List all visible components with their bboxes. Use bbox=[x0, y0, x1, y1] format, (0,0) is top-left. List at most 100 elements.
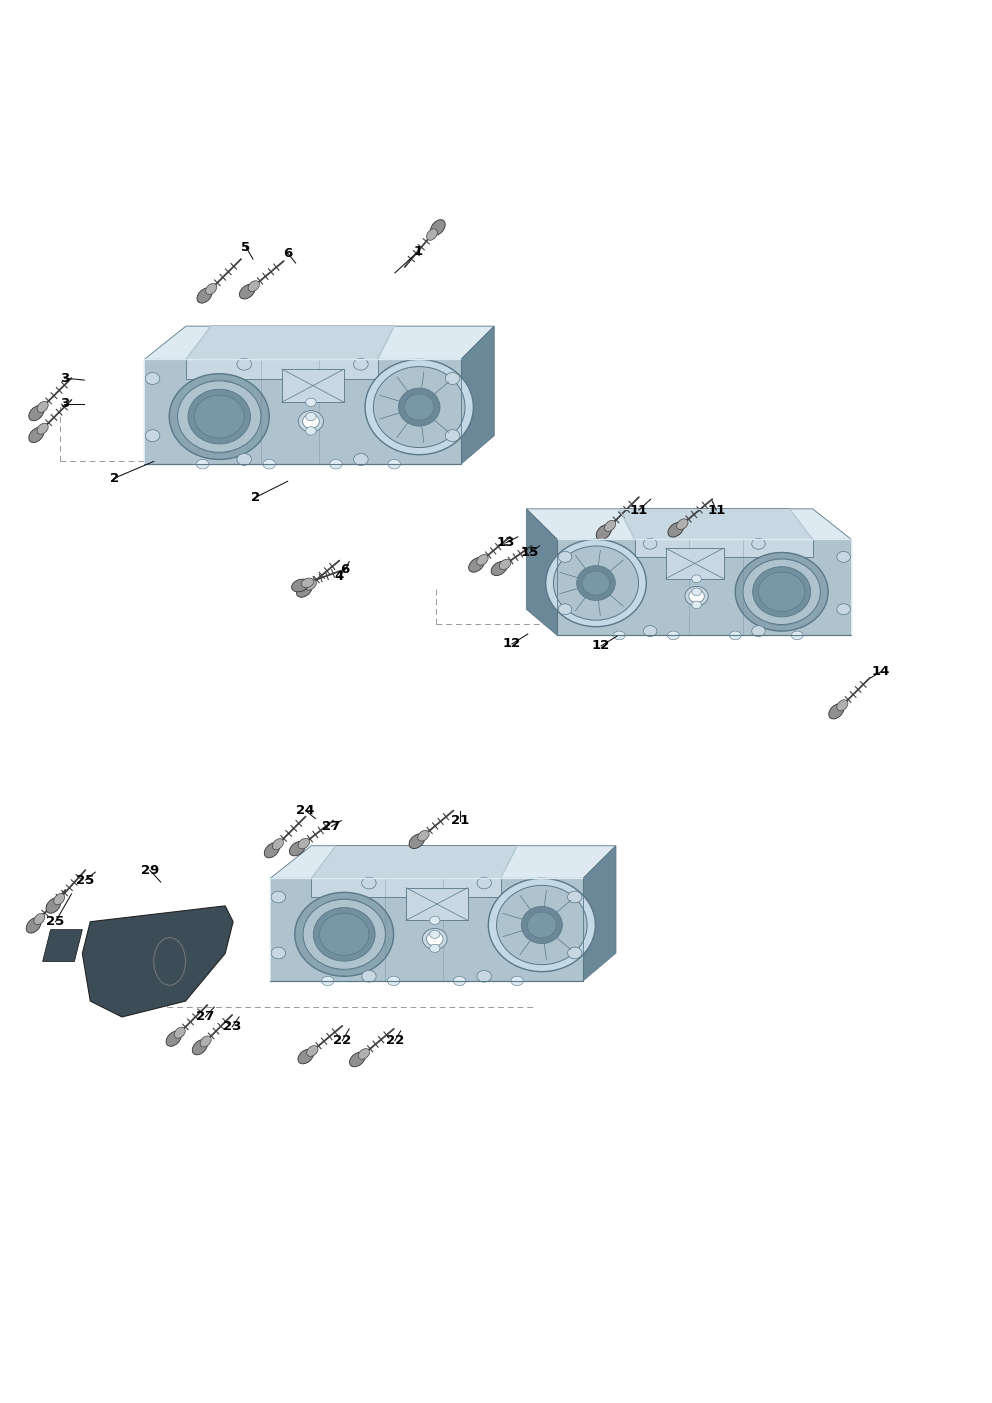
Polygon shape bbox=[619, 509, 812, 539]
Text: 23: 23 bbox=[223, 1020, 241, 1034]
Ellipse shape bbox=[691, 575, 701, 582]
Ellipse shape bbox=[511, 976, 524, 986]
Polygon shape bbox=[666, 549, 723, 578]
Ellipse shape bbox=[399, 389, 440, 427]
Ellipse shape bbox=[688, 589, 704, 603]
Ellipse shape bbox=[205, 283, 216, 295]
Ellipse shape bbox=[295, 892, 394, 976]
Ellipse shape bbox=[668, 522, 683, 537]
Ellipse shape bbox=[477, 877, 491, 890]
Ellipse shape bbox=[319, 913, 369, 955]
Ellipse shape bbox=[303, 414, 319, 428]
Ellipse shape bbox=[453, 976, 465, 986]
Text: 4: 4 bbox=[334, 570, 344, 584]
Ellipse shape bbox=[37, 424, 49, 435]
Ellipse shape bbox=[491, 561, 507, 575]
Polygon shape bbox=[43, 930, 82, 961]
Ellipse shape bbox=[759, 572, 805, 612]
Polygon shape bbox=[307, 898, 383, 971]
Ellipse shape bbox=[271, 947, 286, 958]
Ellipse shape bbox=[691, 600, 701, 609]
Ellipse shape bbox=[445, 429, 460, 442]
Ellipse shape bbox=[166, 1031, 182, 1047]
Polygon shape bbox=[144, 359, 461, 464]
Ellipse shape bbox=[567, 947, 582, 958]
Ellipse shape bbox=[528, 912, 557, 937]
Text: 2: 2 bbox=[109, 471, 119, 485]
Ellipse shape bbox=[298, 1049, 313, 1063]
Ellipse shape bbox=[34, 913, 45, 925]
Ellipse shape bbox=[691, 588, 701, 596]
Ellipse shape bbox=[521, 906, 562, 944]
Ellipse shape bbox=[684, 586, 708, 606]
Ellipse shape bbox=[567, 891, 582, 904]
Ellipse shape bbox=[752, 539, 765, 549]
Ellipse shape bbox=[304, 899, 385, 969]
Ellipse shape bbox=[409, 833, 425, 849]
Ellipse shape bbox=[373, 366, 465, 448]
Ellipse shape bbox=[582, 571, 609, 595]
Ellipse shape bbox=[145, 429, 160, 442]
Ellipse shape bbox=[837, 551, 850, 563]
Ellipse shape bbox=[405, 394, 434, 419]
Text: 24: 24 bbox=[297, 804, 314, 817]
Text: 11: 11 bbox=[630, 504, 648, 516]
Text: 5: 5 bbox=[241, 241, 251, 254]
Ellipse shape bbox=[248, 281, 260, 292]
Ellipse shape bbox=[488, 878, 595, 972]
Text: 22: 22 bbox=[386, 1034, 404, 1047]
Ellipse shape bbox=[828, 704, 844, 718]
Polygon shape bbox=[583, 846, 616, 981]
Ellipse shape bbox=[297, 582, 312, 598]
Ellipse shape bbox=[200, 1035, 211, 1047]
Ellipse shape bbox=[263, 459, 276, 469]
Ellipse shape bbox=[576, 565, 615, 600]
Ellipse shape bbox=[431, 220, 445, 236]
Ellipse shape bbox=[468, 557, 484, 572]
Polygon shape bbox=[558, 539, 851, 636]
Ellipse shape bbox=[298, 838, 310, 849]
Text: 22: 22 bbox=[333, 1034, 351, 1047]
Polygon shape bbox=[270, 878, 583, 981]
Ellipse shape bbox=[292, 579, 309, 592]
Ellipse shape bbox=[445, 373, 460, 384]
Ellipse shape bbox=[477, 971, 491, 982]
Ellipse shape bbox=[613, 631, 625, 640]
Ellipse shape bbox=[26, 918, 41, 933]
Text: 6: 6 bbox=[283, 247, 293, 260]
Ellipse shape bbox=[644, 539, 657, 549]
Ellipse shape bbox=[306, 412, 316, 421]
Text: 6: 6 bbox=[340, 563, 350, 577]
Ellipse shape bbox=[558, 603, 571, 615]
Ellipse shape bbox=[307, 1045, 318, 1056]
Polygon shape bbox=[144, 325, 494, 359]
Ellipse shape bbox=[196, 459, 208, 469]
Ellipse shape bbox=[54, 894, 64, 905]
Text: 25: 25 bbox=[47, 915, 64, 929]
Polygon shape bbox=[406, 888, 467, 920]
Text: 12: 12 bbox=[592, 640, 610, 652]
Ellipse shape bbox=[29, 428, 44, 442]
Ellipse shape bbox=[752, 626, 765, 637]
Polygon shape bbox=[270, 846, 616, 878]
Ellipse shape bbox=[299, 411, 323, 432]
Ellipse shape bbox=[554, 546, 639, 620]
Polygon shape bbox=[186, 359, 378, 379]
Ellipse shape bbox=[430, 944, 439, 953]
Ellipse shape bbox=[596, 525, 611, 540]
Ellipse shape bbox=[273, 839, 284, 850]
Ellipse shape bbox=[178, 380, 261, 452]
Ellipse shape bbox=[743, 558, 820, 624]
Text: 3: 3 bbox=[60, 397, 69, 411]
Text: 12: 12 bbox=[503, 637, 521, 651]
Text: 13: 13 bbox=[497, 536, 515, 550]
Ellipse shape bbox=[271, 891, 286, 904]
Ellipse shape bbox=[237, 453, 252, 466]
Ellipse shape bbox=[604, 521, 616, 532]
Text: 2: 2 bbox=[251, 491, 261, 504]
Ellipse shape bbox=[29, 405, 44, 421]
Polygon shape bbox=[527, 509, 558, 636]
Text: 3: 3 bbox=[60, 372, 69, 384]
Polygon shape bbox=[635, 539, 812, 557]
Ellipse shape bbox=[197, 288, 212, 303]
